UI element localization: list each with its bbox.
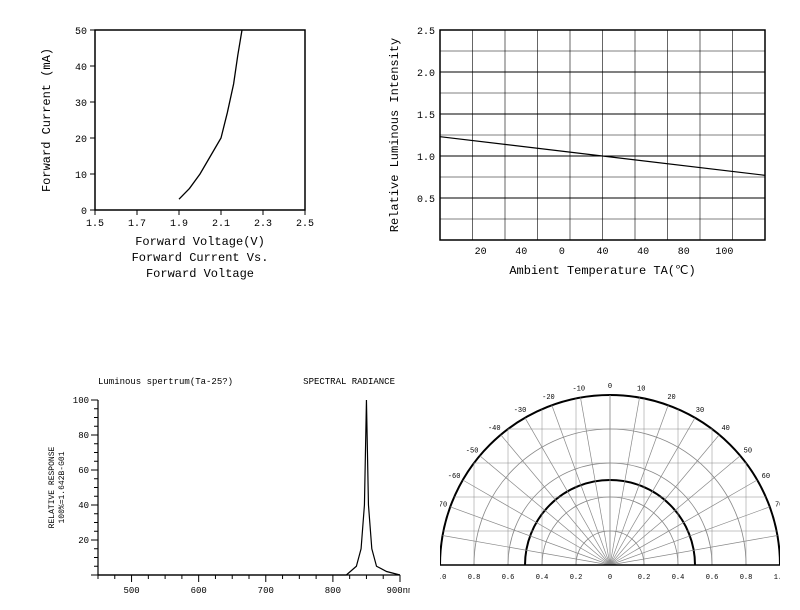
- svg-text:Ambient Temperature TA(℃): Ambient Temperature TA(℃): [509, 264, 695, 278]
- svg-text:700: 700: [258, 586, 274, 596]
- svg-text:60: 60: [78, 466, 89, 476]
- svg-text:40: 40: [78, 501, 89, 511]
- svg-text:0.2: 0.2: [570, 574, 583, 582]
- svg-text:-20: -20: [542, 394, 555, 402]
- svg-text:60: 60: [762, 473, 770, 481]
- svg-text:20: 20: [475, 247, 487, 258]
- chart-polar-radiation: -90-80-70-60-50-40-30-20-100102030405060…: [440, 370, 780, 600]
- svg-text:1.0: 1.0: [774, 574, 780, 582]
- svg-text:600: 600: [191, 586, 207, 596]
- svg-text:0.6: 0.6: [706, 574, 719, 582]
- svg-text:Forward Current Vs.: Forward Current Vs.: [132, 251, 269, 265]
- svg-text:Relative Luminous Intensity: Relative Luminous Intensity: [388, 38, 402, 232]
- svg-text:0.5: 0.5: [417, 195, 435, 206]
- chart-intensity-temp: 0.5 1.0 1.5 2.0 2.5 20 40 0 40 40 80 100 Ambient Tem…: [380, 20, 780, 290]
- svg-text:SPECTRAL RADIANCE: SPECTRAL RADIANCE: [303, 377, 395, 387]
- svg-text:Forward Voltage: Forward Voltage: [146, 267, 254, 281]
- svg-text:50: 50: [744, 447, 752, 455]
- svg-text:30: 30: [696, 407, 704, 415]
- svg-text:0: 0: [81, 207, 87, 218]
- svg-text:0.6: 0.6: [502, 574, 515, 582]
- svg-text:2.0: 2.0: [417, 69, 435, 80]
- svg-text:2.5: 2.5: [296, 219, 314, 230]
- svg-text:2.1: 2.1: [212, 219, 230, 230]
- svg-text:800: 800: [325, 586, 341, 596]
- svg-text:Forward Current (mA): Forward Current (mA): [40, 48, 54, 192]
- svg-text:2.5: 2.5: [417, 27, 435, 38]
- svg-text:40: 40: [596, 247, 608, 258]
- svg-text:Luminous spertrum(Ta-25?): Luminous spertrum(Ta-25?): [98, 377, 233, 387]
- svg-text:40: 40: [721, 425, 729, 433]
- svg-text:0: 0: [559, 247, 565, 258]
- svg-text:Forward Voltage(V): Forward Voltage(V): [135, 235, 265, 249]
- svg-text:-70: -70: [440, 501, 447, 509]
- svg-text:0.8: 0.8: [740, 574, 753, 582]
- svg-text:40: 40: [75, 63, 87, 74]
- svg-text:900nm: 900nm: [386, 586, 410, 596]
- svg-text:20: 20: [78, 536, 89, 546]
- svg-text:1.0: 1.0: [440, 574, 446, 582]
- svg-text:1.0: 1.0: [417, 153, 435, 164]
- svg-text:-60: -60: [448, 473, 461, 481]
- svg-text:1.5: 1.5: [417, 111, 435, 122]
- svg-text:20: 20: [667, 394, 675, 402]
- svg-text:40: 40: [637, 247, 649, 258]
- svg-text:0.8: 0.8: [468, 574, 481, 582]
- svg-text:-30: -30: [514, 407, 527, 415]
- svg-text:80: 80: [78, 431, 89, 441]
- svg-text:RELATIVE RESPONSE: RELATIVE RESPONSE: [48, 447, 57, 529]
- svg-text:2.3: 2.3: [254, 219, 272, 230]
- svg-text:-40: -40: [488, 425, 501, 433]
- svg-text:40: 40: [515, 247, 527, 258]
- svg-text:-10: -10: [572, 386, 585, 394]
- chart-forward-iv: 1.5 1.7 1.9 2.1 2.3 2.5 0 10 20 30 40 50 Forward Cur…: [30, 20, 320, 300]
- svg-text:0: 0: [608, 383, 612, 391]
- svg-text:30: 30: [75, 99, 87, 110]
- svg-text:1.7: 1.7: [128, 219, 146, 230]
- svg-text:100%=1.642B-G01: 100%=1.642B-G01: [58, 451, 67, 523]
- svg-text:10: 10: [75, 171, 87, 182]
- svg-text:100: 100: [73, 396, 89, 406]
- svg-text:0.4: 0.4: [536, 574, 549, 582]
- svg-text:1.9: 1.9: [170, 219, 188, 230]
- svg-text:-50: -50: [466, 447, 479, 455]
- svg-text:100: 100: [715, 247, 733, 258]
- svg-text:0: 0: [608, 574, 612, 582]
- chart-spectral: Luminous spertrum(Ta-25?) SPECTRAL RADIAN…: [40, 370, 410, 600]
- svg-text:50: 50: [75, 27, 87, 38]
- svg-text:0.2: 0.2: [638, 574, 651, 582]
- svg-text:10: 10: [637, 386, 645, 394]
- svg-text:20: 20: [75, 135, 87, 146]
- svg-text:70: 70: [775, 501, 780, 509]
- svg-text:1.5: 1.5: [86, 219, 104, 230]
- svg-text:500: 500: [123, 586, 139, 596]
- svg-text:0.4: 0.4: [672, 574, 685, 582]
- svg-text:80: 80: [678, 247, 690, 258]
